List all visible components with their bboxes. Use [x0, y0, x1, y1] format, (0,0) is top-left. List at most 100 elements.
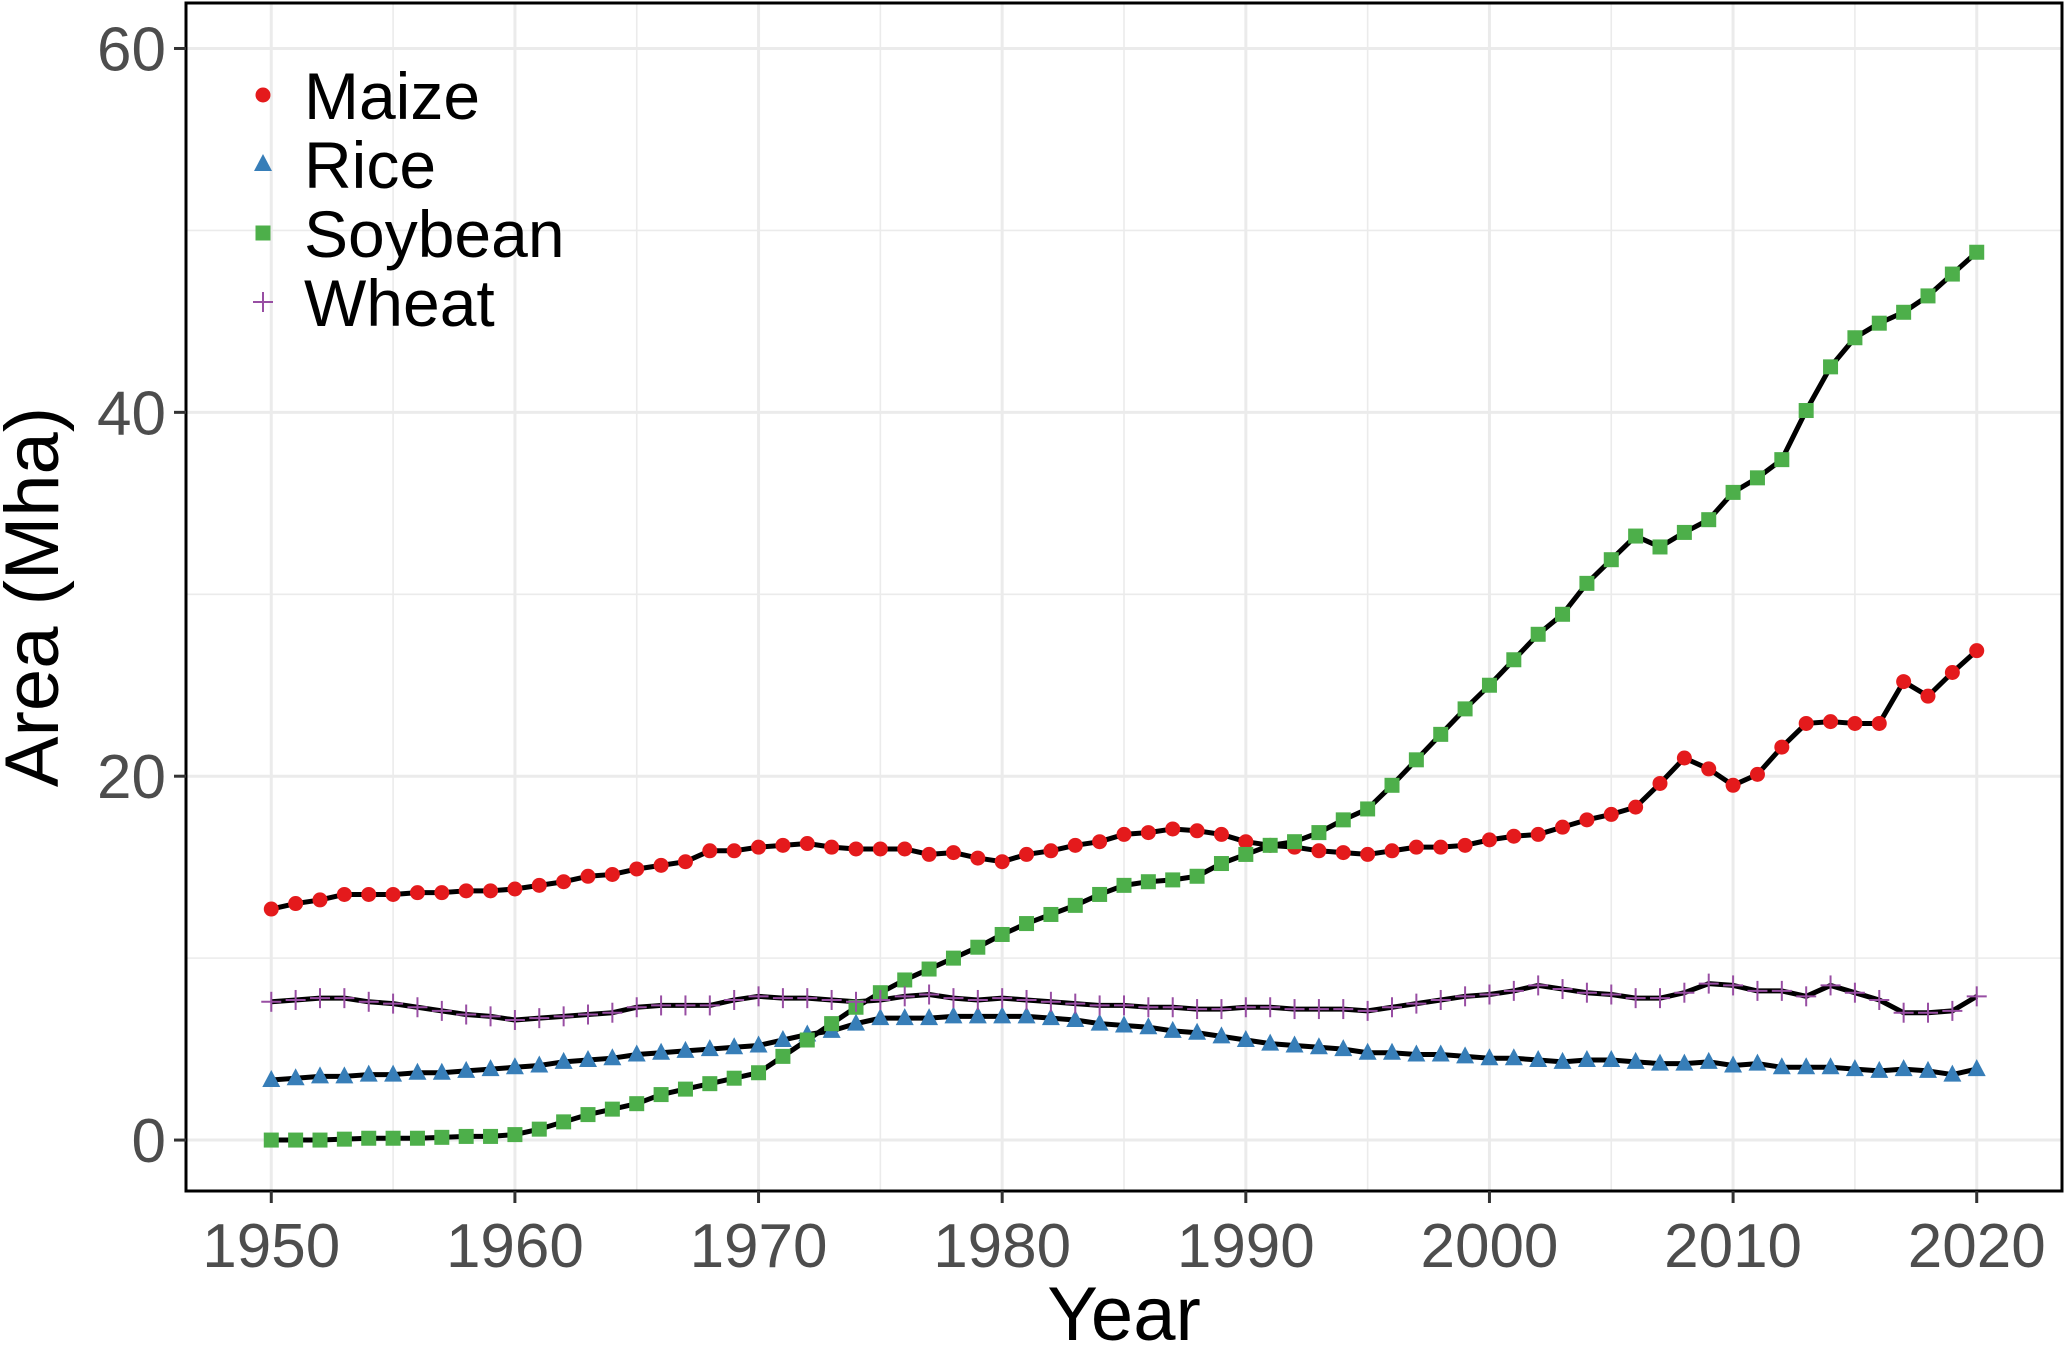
maize-point [1628, 799, 1644, 815]
maize-point [604, 866, 620, 882]
rice-point [1261, 1033, 1280, 1051]
soybean-point [1896, 304, 1912, 320]
maize-point [385, 886, 401, 902]
wheat-point [1235, 997, 1256, 1018]
plot-panel-border [184, 1, 2064, 1193]
wheat-point [1040, 991, 1061, 1012]
rice-point [505, 1057, 524, 1075]
rice-point [1845, 1059, 1864, 1077]
soybean-point [1481, 677, 1497, 693]
wheat-point [1552, 979, 1573, 1000]
soybean-point [556, 1114, 572, 1130]
soybean-point [1579, 575, 1595, 591]
wheat-point [578, 1004, 598, 1025]
wheat-point [1674, 982, 1695, 1003]
wheat-point [1966, 986, 1987, 1007]
maize-point [653, 857, 669, 873]
rice-point [944, 1006, 963, 1024]
maize-point [1360, 846, 1376, 862]
rice-point [1577, 1050, 1596, 1068]
maize-point [897, 841, 913, 857]
wheat-point [772, 988, 793, 1009]
wheat-point [1260, 997, 1281, 1018]
maize-point [1043, 843, 1059, 859]
x-tick-label: 1970 [690, 1212, 828, 1281]
rice-point [1651, 1053, 1669, 1071]
soybean-point [483, 1128, 499, 1144]
soybean-point [726, 1070, 742, 1086]
maize-point [263, 901, 279, 917]
rice-point [1285, 1035, 1304, 1053]
maize-point [312, 892, 328, 908]
soybean-point [994, 926, 1010, 942]
wheat-point [1406, 993, 1427, 1014]
maize-point [994, 854, 1010, 870]
maize-point [1213, 826, 1229, 842]
soybean-point [385, 1130, 401, 1146]
rice-point [1724, 1055, 1743, 1073]
maize-point [1335, 845, 1351, 861]
soybean-point [897, 972, 913, 988]
soybean-point [1019, 916, 1035, 932]
rice-point [1870, 1060, 1889, 1078]
wheat-point [1016, 989, 1037, 1010]
soybean-point [1238, 846, 1254, 862]
wheat-point [1625, 988, 1646, 1009]
wheat-point [1187, 999, 1208, 1020]
maize-point [1676, 750, 1692, 766]
rice-point [993, 1006, 1012, 1024]
maize-point [872, 841, 888, 857]
rice-point [1480, 1048, 1499, 1066]
maize-point [1920, 688, 1936, 704]
wheat-point [285, 989, 306, 1010]
rice-point [1797, 1057, 1816, 1075]
maize-point [1189, 823, 1205, 839]
maize-point [945, 845, 961, 861]
legend-soybean-key-icon [255, 225, 271, 241]
soybean-point [1384, 777, 1400, 793]
wheat-point [1747, 980, 1768, 1001]
wheat-point [821, 989, 842, 1010]
rice-point [1334, 1039, 1353, 1057]
rice-point [408, 1062, 427, 1080]
wheat-point [1065, 993, 1086, 1014]
rice-point [579, 1050, 597, 1068]
maize-point [677, 854, 693, 870]
maize-point [1165, 821, 1181, 837]
soybean-point [799, 1032, 815, 1048]
rice-point [871, 1008, 890, 1026]
y-tick-label: 60 [97, 15, 166, 84]
wheat-point [1528, 975, 1549, 996]
wheat-point [724, 989, 745, 1010]
wheat-point [334, 988, 355, 1009]
wheat-point [431, 1000, 452, 1021]
maize-point [751, 839, 767, 855]
soybean-point [1092, 886, 1108, 902]
soybean-point [1944, 266, 1960, 282]
wheat-point [1284, 999, 1305, 1020]
wheat-point [1844, 982, 1865, 1003]
rice-point [335, 1066, 354, 1084]
maize-point [1140, 825, 1156, 841]
rice-point [1675, 1053, 1694, 1071]
wheat-point [1089, 995, 1110, 1016]
x-tick-label: 1990 [1177, 1212, 1315, 1281]
maize-point [775, 837, 791, 853]
rice-point [1431, 1044, 1450, 1062]
maize-point [1823, 714, 1839, 730]
maize-point [1384, 843, 1400, 859]
wheat-point [1357, 1000, 1378, 1021]
x-axis-title: Year [1047, 1272, 1201, 1349]
rice-point [1602, 1050, 1621, 1068]
soybean-point [1555, 606, 1571, 622]
legend-rice-label: Rice [304, 128, 436, 202]
rice-point [1407, 1044, 1426, 1062]
rice-point [554, 1051, 573, 1069]
maize-point [1457, 837, 1473, 853]
rice-point [432, 1062, 451, 1080]
legend-maize-label: Maize [304, 59, 480, 133]
wheat-point [383, 993, 404, 1014]
maize-point [1847, 715, 1863, 731]
wheat-point [1211, 999, 1232, 1020]
wheat-point [553, 1006, 574, 1027]
